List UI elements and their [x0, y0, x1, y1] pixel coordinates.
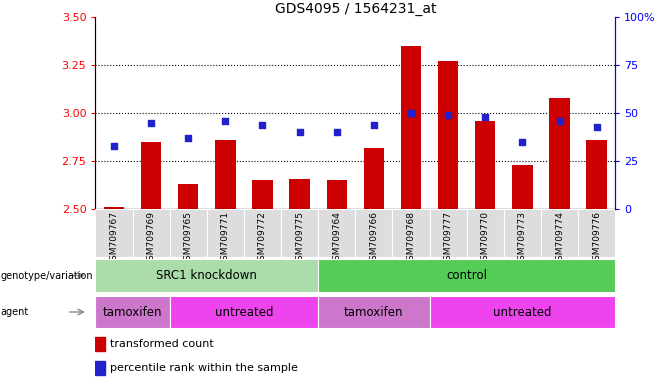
Bar	[326, 180, 347, 209]
Text: GSM709765: GSM709765	[184, 211, 193, 266]
Bar	[95, 209, 132, 257]
Text: tamoxifen: tamoxifen	[344, 306, 403, 318]
Bar	[318, 296, 430, 328]
Text: GSM709767: GSM709767	[109, 211, 118, 266]
Text: agent: agent	[1, 307, 29, 317]
Text: tamoxifen: tamoxifen	[103, 306, 163, 318]
Bar	[430, 296, 615, 328]
Bar	[467, 209, 504, 257]
Bar	[95, 361, 105, 375]
Point	[183, 135, 193, 141]
Point	[368, 122, 379, 128]
Bar	[401, 46, 421, 209]
Bar	[170, 296, 318, 328]
Bar	[95, 259, 318, 292]
Point	[406, 110, 417, 116]
Text: GSM709777: GSM709777	[443, 211, 453, 266]
Bar	[104, 207, 124, 209]
Bar	[141, 142, 161, 209]
Bar	[392, 209, 430, 257]
Bar	[504, 209, 541, 257]
Bar	[512, 165, 532, 209]
Bar	[207, 209, 244, 257]
Text: GSM709773: GSM709773	[518, 211, 527, 266]
Bar	[355, 209, 392, 257]
Bar	[430, 209, 467, 257]
Bar	[132, 209, 170, 257]
Bar	[170, 209, 207, 257]
Point	[332, 129, 342, 136]
Bar	[95, 337, 105, 351]
Text: genotype/variation: genotype/variation	[1, 270, 93, 281]
Text: SRC1 knockdown: SRC1 knockdown	[157, 269, 257, 282]
Text: GSM709766: GSM709766	[369, 211, 378, 266]
Text: untreated: untreated	[215, 306, 273, 318]
Text: GSM709774: GSM709774	[555, 211, 564, 266]
Text: control: control	[446, 269, 487, 282]
Text: GSM709772: GSM709772	[258, 211, 267, 266]
Bar	[290, 179, 310, 209]
Text: GSM709776: GSM709776	[592, 211, 601, 266]
Point	[554, 118, 565, 124]
Point	[517, 139, 528, 145]
Point	[480, 114, 490, 120]
Bar	[541, 209, 578, 257]
Bar	[586, 140, 607, 209]
Text: transformed count: transformed count	[111, 339, 214, 349]
Bar	[318, 209, 355, 257]
Text: GSM709769: GSM709769	[147, 211, 155, 266]
Text: untreated: untreated	[493, 306, 551, 318]
Point	[443, 112, 453, 118]
Bar	[178, 184, 199, 209]
Point	[257, 122, 268, 128]
Text: GSM709770: GSM709770	[481, 211, 490, 266]
Bar	[215, 140, 236, 209]
Bar	[244, 209, 281, 257]
Point	[220, 118, 231, 124]
Point	[146, 120, 157, 126]
Bar	[318, 259, 615, 292]
Bar	[578, 209, 615, 257]
Point	[592, 124, 602, 130]
Bar	[549, 98, 570, 209]
Bar	[95, 296, 170, 328]
Text: GSM709775: GSM709775	[295, 211, 304, 266]
Bar	[475, 121, 495, 209]
Bar	[252, 180, 272, 209]
Bar	[364, 148, 384, 209]
Bar	[438, 61, 459, 209]
Point	[294, 129, 305, 136]
Point	[109, 143, 119, 149]
Text: GSM709771: GSM709771	[221, 211, 230, 266]
Bar	[281, 209, 318, 257]
Text: GSM709768: GSM709768	[407, 211, 415, 266]
Text: GSM709764: GSM709764	[332, 211, 342, 266]
Title: GDS4095 / 1564231_at: GDS4095 / 1564231_at	[274, 2, 436, 16]
Text: percentile rank within the sample: percentile rank within the sample	[111, 363, 298, 373]
